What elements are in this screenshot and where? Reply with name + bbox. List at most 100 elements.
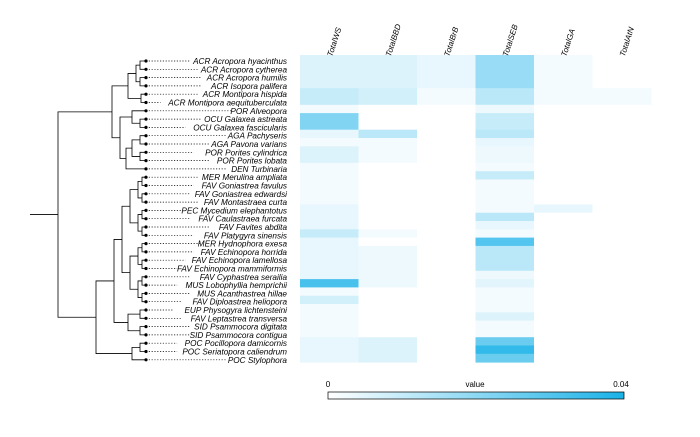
dendrogram-branch xyxy=(131,110,146,124)
heatmap-cell xyxy=(534,113,593,122)
dendrogram-branch xyxy=(135,64,140,83)
heatmap-cell xyxy=(358,154,418,164)
row-label: EUP Physogyra lichtensteini xyxy=(184,306,287,315)
heatmap-cell xyxy=(475,337,535,346)
heatmap-cell xyxy=(475,287,535,297)
row-label: MER Merulina ampliata xyxy=(202,173,288,182)
heatmap-cell xyxy=(592,179,652,189)
heatmap-cell xyxy=(417,79,476,89)
heatmap-cell xyxy=(417,104,476,114)
heatmap-cell xyxy=(534,71,593,81)
heatmap-cell xyxy=(534,229,593,239)
heatmap-cell xyxy=(475,138,535,147)
heatmap-cell xyxy=(592,245,652,255)
heatmap-cells xyxy=(300,55,652,363)
heatmap-cell xyxy=(534,96,593,106)
heatmap-cell xyxy=(417,88,476,97)
heatmap-cell xyxy=(475,312,535,322)
heatmap-cell xyxy=(358,312,418,322)
heatmap-cell xyxy=(358,270,418,280)
heatmap-cell xyxy=(534,312,593,322)
heatmap-cell xyxy=(534,171,593,180)
heatmap-cell xyxy=(592,121,652,131)
heatmap-cell xyxy=(475,63,535,73)
heatmap-cell xyxy=(300,162,359,172)
heatmap-cell xyxy=(417,262,476,272)
heatmap-cell xyxy=(534,146,593,156)
heatmap-cell xyxy=(358,96,418,106)
heatmap-cell xyxy=(417,212,476,222)
heatmap-cell xyxy=(592,171,652,180)
heatmap-cell xyxy=(300,237,359,247)
heatmap-cell xyxy=(592,337,652,346)
heatmap-cell xyxy=(534,237,593,247)
heatmap-cell xyxy=(417,353,476,363)
heatmap-cell xyxy=(592,287,652,297)
heatmap-cell xyxy=(475,328,535,338)
heatmap-cell xyxy=(358,212,418,222)
heatmap-cell xyxy=(358,104,418,114)
heatmap-cell xyxy=(300,88,359,97)
heatmap-cell xyxy=(300,96,359,106)
row-label: OCU Galaxea astreata xyxy=(204,115,287,124)
heatmap-cell xyxy=(417,113,476,122)
heatmap-cell xyxy=(417,254,476,263)
heatmap-cell xyxy=(534,204,593,214)
heatmap-cell xyxy=(358,328,418,338)
legend-min-label: 0 xyxy=(326,380,331,389)
heatmap-cell xyxy=(475,229,535,239)
heatmap-cell xyxy=(358,162,418,172)
heatmap-cell xyxy=(417,71,476,81)
heatmap-cell xyxy=(534,179,593,189)
dendrogram xyxy=(30,60,146,361)
heatmap-cell xyxy=(475,270,535,280)
heatmap-cell xyxy=(534,287,593,297)
heatmap-cell xyxy=(300,63,359,73)
heatmap-cell xyxy=(592,279,652,288)
legend-title: value xyxy=(465,380,485,389)
heatmap-cell xyxy=(534,245,593,255)
row-label: FAV Caulastraea furcata xyxy=(198,215,287,224)
heatmap-cell xyxy=(300,138,359,147)
heatmap-cell xyxy=(417,146,476,156)
dendrogram-branch xyxy=(127,313,140,332)
heatmap-cell xyxy=(358,254,418,263)
row-label: POR Alveopora xyxy=(230,107,287,116)
heatmap-cell xyxy=(358,345,418,355)
heatmap-cell xyxy=(358,196,418,205)
heatmap-cell xyxy=(417,162,476,172)
heatmap-cell xyxy=(534,279,593,288)
heatmap-cell xyxy=(592,138,652,147)
heatmap-cell xyxy=(417,96,476,106)
row-label: POC Seriatopora caliendrum xyxy=(182,348,287,357)
heatmap-cell xyxy=(475,129,535,139)
heatmap-cell xyxy=(417,154,476,164)
heatmap-cell xyxy=(300,104,359,114)
heatmap-cell xyxy=(358,204,418,214)
column-label: TotalAtN xyxy=(618,26,636,58)
heatmap-cell xyxy=(592,295,652,305)
heatmap-cell xyxy=(534,254,593,263)
row-label: FAV Diploastrea heliopora xyxy=(192,298,287,307)
heatmap-cell xyxy=(417,129,476,139)
heatmap-cell xyxy=(592,88,652,97)
heatmap-cell xyxy=(534,187,593,197)
heatmap-cell xyxy=(417,304,476,313)
row-label: AGA Pavona varians xyxy=(210,140,287,149)
heatmap-cell xyxy=(300,270,359,280)
heatmap-cell xyxy=(475,304,535,313)
heatmap-cell xyxy=(300,71,359,81)
heatmap-cell xyxy=(300,212,359,222)
heatmap-cell xyxy=(534,270,593,280)
heatmap-cell xyxy=(300,179,359,189)
row-label: FAV Montastraea curta xyxy=(204,198,288,207)
row-label: FAV Goniastrea favulus xyxy=(202,182,287,191)
heatmap-cell xyxy=(475,154,535,164)
heatmap-cell xyxy=(592,320,652,330)
heatmap-cell xyxy=(475,237,535,247)
heatmap-cell xyxy=(534,88,593,97)
heatmap-cell xyxy=(300,245,359,255)
heatmap-cell xyxy=(475,171,535,180)
heatmap-cell xyxy=(475,79,535,89)
